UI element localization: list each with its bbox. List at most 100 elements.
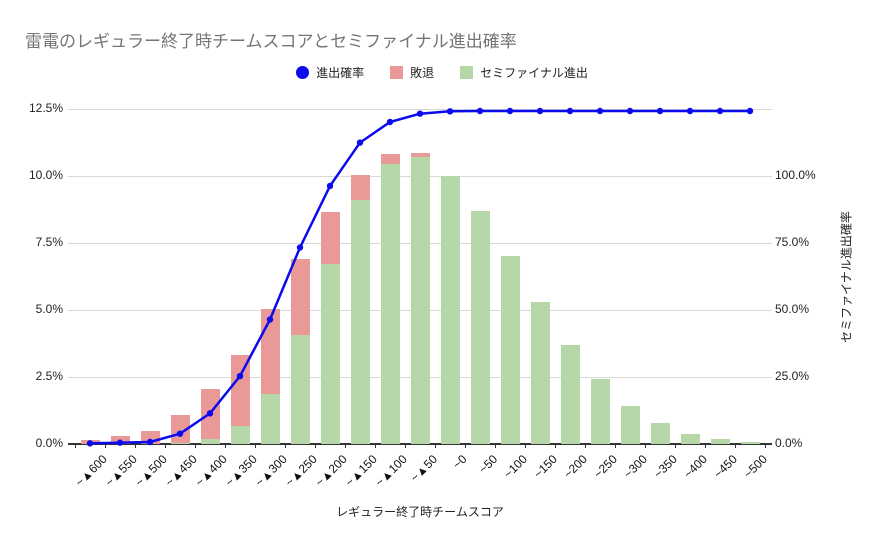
line-point [266, 316, 274, 323]
x-axis-tick [285, 444, 286, 448]
x-tick-label: ~250 [590, 452, 620, 482]
x-axis-tick [645, 444, 646, 448]
legend-item-advanced: セミファイナル進出 [460, 64, 588, 81]
right-axis-tick-label: 75.0% [775, 235, 810, 249]
x-tick-label: ~▲300 [252, 452, 290, 490]
x-tick-label: ~50 [475, 452, 500, 477]
bar-segment-semifinal-advance [200, 439, 220, 444]
bar-segment-semifinal-advance [710, 438, 730, 444]
x-tick-label: ~0 [450, 452, 470, 472]
x-axis-tick [225, 444, 226, 448]
bar-segment-semifinal-advance [740, 442, 760, 444]
bar-segment-semifinal-advance [590, 378, 610, 444]
line-point [116, 439, 124, 446]
bar-segment-eliminated [410, 153, 430, 157]
bar-segment-semifinal-advance [170, 442, 190, 444]
x-axis-tick [675, 444, 676, 448]
x-axis-tick [105, 444, 106, 448]
x-axis-tick [135, 444, 136, 448]
right-axis-tick-label: 50.0% [775, 302, 810, 316]
legend-square-marker-icon [460, 66, 474, 79]
x-tick-label: ~▲350 [222, 452, 260, 490]
legend-circle-marker-icon [296, 66, 310, 79]
line-point [506, 107, 514, 115]
right-axis-tick [765, 242, 772, 244]
line-point [746, 107, 754, 115]
line-point [596, 107, 604, 115]
chart-title: 雷電のレギュラー終了時チームスコアとセミファイナル進出確率 [25, 32, 517, 51]
legend-label: 敗退 [410, 66, 435, 80]
x-axis-tick [165, 444, 166, 448]
right-axis-tick [765, 108, 772, 110]
bar-segment-semifinal-advance [620, 406, 640, 444]
probability-line [89, 109, 750, 445]
gridline [75, 108, 765, 110]
bar-segment-semifinal-advance [650, 423, 670, 444]
x-axis-title: レギュラー終了時チームスコア [336, 505, 504, 519]
bar-segment-semifinal-advance [440, 176, 460, 444]
x-axis-tick [345, 444, 346, 448]
x-tick-label: ~500 [740, 452, 770, 482]
right-axis-tick-label: 100.0% [775, 168, 816, 182]
bar-segment-eliminated [290, 259, 310, 336]
bar-segment-semifinal-advance [500, 256, 520, 444]
x-tick-label: ~300 [620, 452, 650, 482]
bar-segment-semifinal-advance [560, 345, 580, 444]
x-tick-label: ~450 [710, 452, 740, 482]
bar-segment-semifinal-advance [350, 200, 370, 444]
line-point [476, 107, 484, 115]
line-point [206, 410, 214, 417]
line-point [716, 107, 724, 115]
bar-segment-semifinal-advance [680, 433, 700, 444]
x-axis-tick [765, 444, 766, 448]
bar-segment-eliminated [230, 354, 250, 426]
x-tick-label: ~200 [560, 452, 590, 482]
left-axis-tick-label: 2.5% [35, 369, 63, 383]
x-tick-label: ~▲400 [192, 452, 230, 490]
x-axis-tick [735, 444, 736, 448]
legend-label: セミファイナル進出 [480, 66, 588, 80]
x-axis-tick [315, 444, 316, 448]
x-tick-label: ~▲450 [162, 452, 200, 490]
bar-segment-semifinal-advance [260, 393, 280, 444]
left-axis-tick-label: 12.5% [28, 101, 63, 115]
left-axis-tick-label: 7.5% [35, 235, 63, 249]
line-point [356, 139, 364, 146]
probability-line-layer [86, 107, 754, 447]
legend-item-eliminated: 敗退 [390, 64, 434, 81]
legend-label: 進出確率 [316, 66, 365, 80]
line-point [686, 107, 694, 115]
bar-segment-semifinal-advance [380, 163, 400, 444]
line-point [86, 440, 94, 447]
right-axis-tick [765, 309, 772, 311]
line-point [176, 430, 184, 437]
x-axis-tick [585, 444, 586, 448]
bar-segment-semifinal-advance [290, 335, 310, 444]
bar-segment-semifinal-advance [470, 210, 490, 444]
x-tick-label: ~350 [650, 452, 680, 482]
x-axis-tick [555, 444, 556, 448]
right-axis-tick [765, 376, 772, 378]
legend-square-marker-icon [390, 66, 404, 79]
x-tick-label: ~400 [680, 452, 710, 482]
line-point [656, 107, 664, 115]
right-axis-tick-label: 0.0% [775, 436, 803, 450]
x-tick-label: ~▲600 [72, 452, 110, 490]
right-axis-title: セミファイナル進出確率 [839, 211, 854, 343]
x-axis-tick [75, 444, 76, 448]
left-axis-tick-label: 5.0% [35, 302, 63, 316]
x-tick-label: ~▲500 [132, 452, 170, 490]
legend: 進出確率 敗退 セミファイナル進出 [0, 64, 884, 81]
x-tick-label: ~▲250 [282, 452, 320, 490]
x-axis-tick [495, 444, 496, 448]
line-point [626, 107, 634, 115]
bar-segment-semifinal-advance [320, 264, 340, 444]
left-axis-tick [68, 242, 75, 244]
line-point [236, 372, 244, 380]
x-tick-label: ~▲150 [342, 452, 380, 490]
left-axis-tick [68, 443, 75, 445]
x-tick-label: ~100 [500, 452, 530, 482]
line-point [326, 182, 334, 190]
